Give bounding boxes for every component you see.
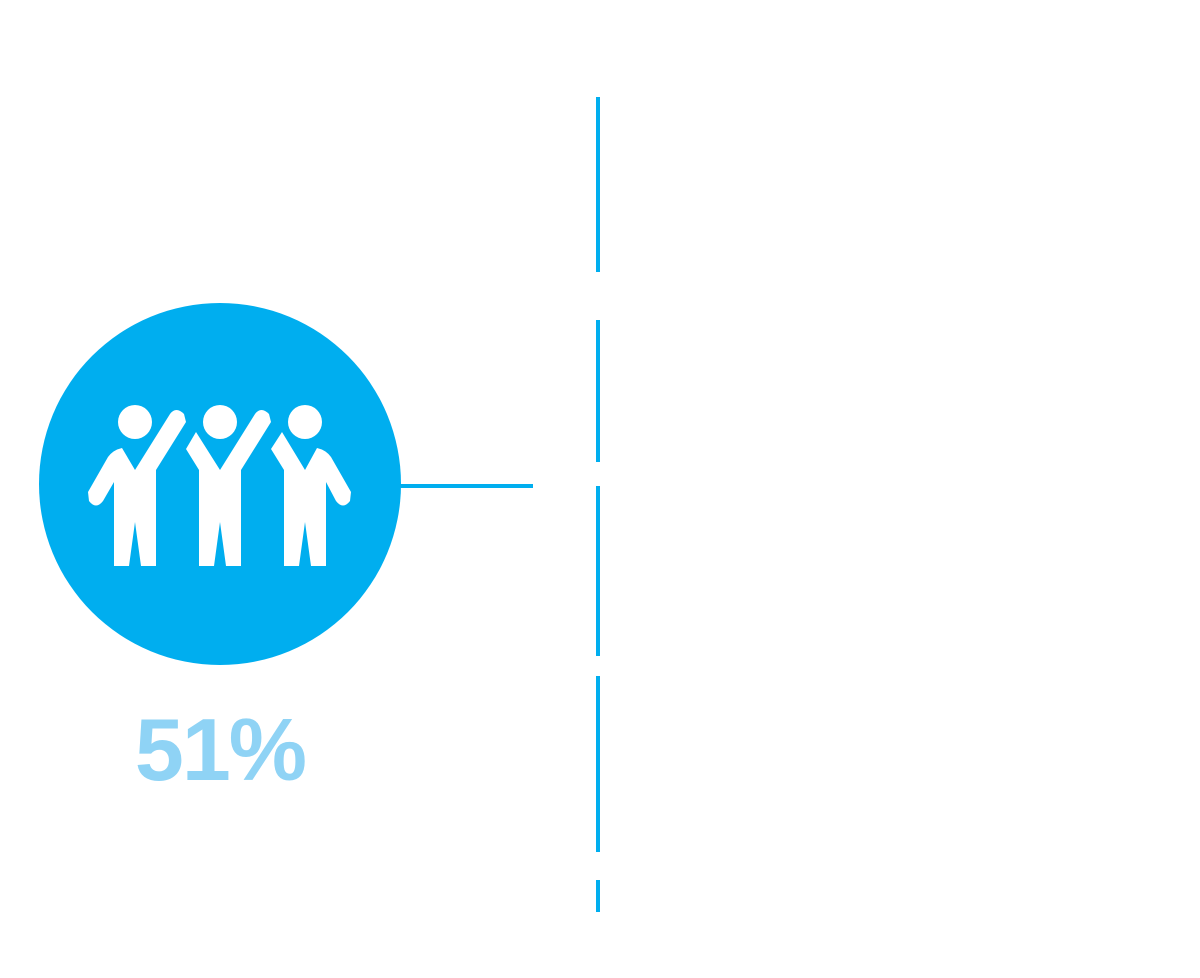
person-head <box>288 405 322 439</box>
connector-line <box>396 484 533 488</box>
people-group-icon <box>88 405 351 566</box>
stat-percentage: 51% <box>134 700 307 799</box>
timeline-segment <box>596 676 600 852</box>
timeline-segment <box>596 486 600 656</box>
person-body-middle <box>186 410 271 566</box>
timeline-vertical-line <box>596 97 600 912</box>
timeline-segment <box>596 880 600 912</box>
person-head <box>118 405 152 439</box>
person-head <box>203 405 237 439</box>
timeline-segment <box>596 97 600 272</box>
person-body-left <box>88 410 186 566</box>
person-body-right <box>271 432 351 566</box>
timeline-segment <box>596 320 600 462</box>
